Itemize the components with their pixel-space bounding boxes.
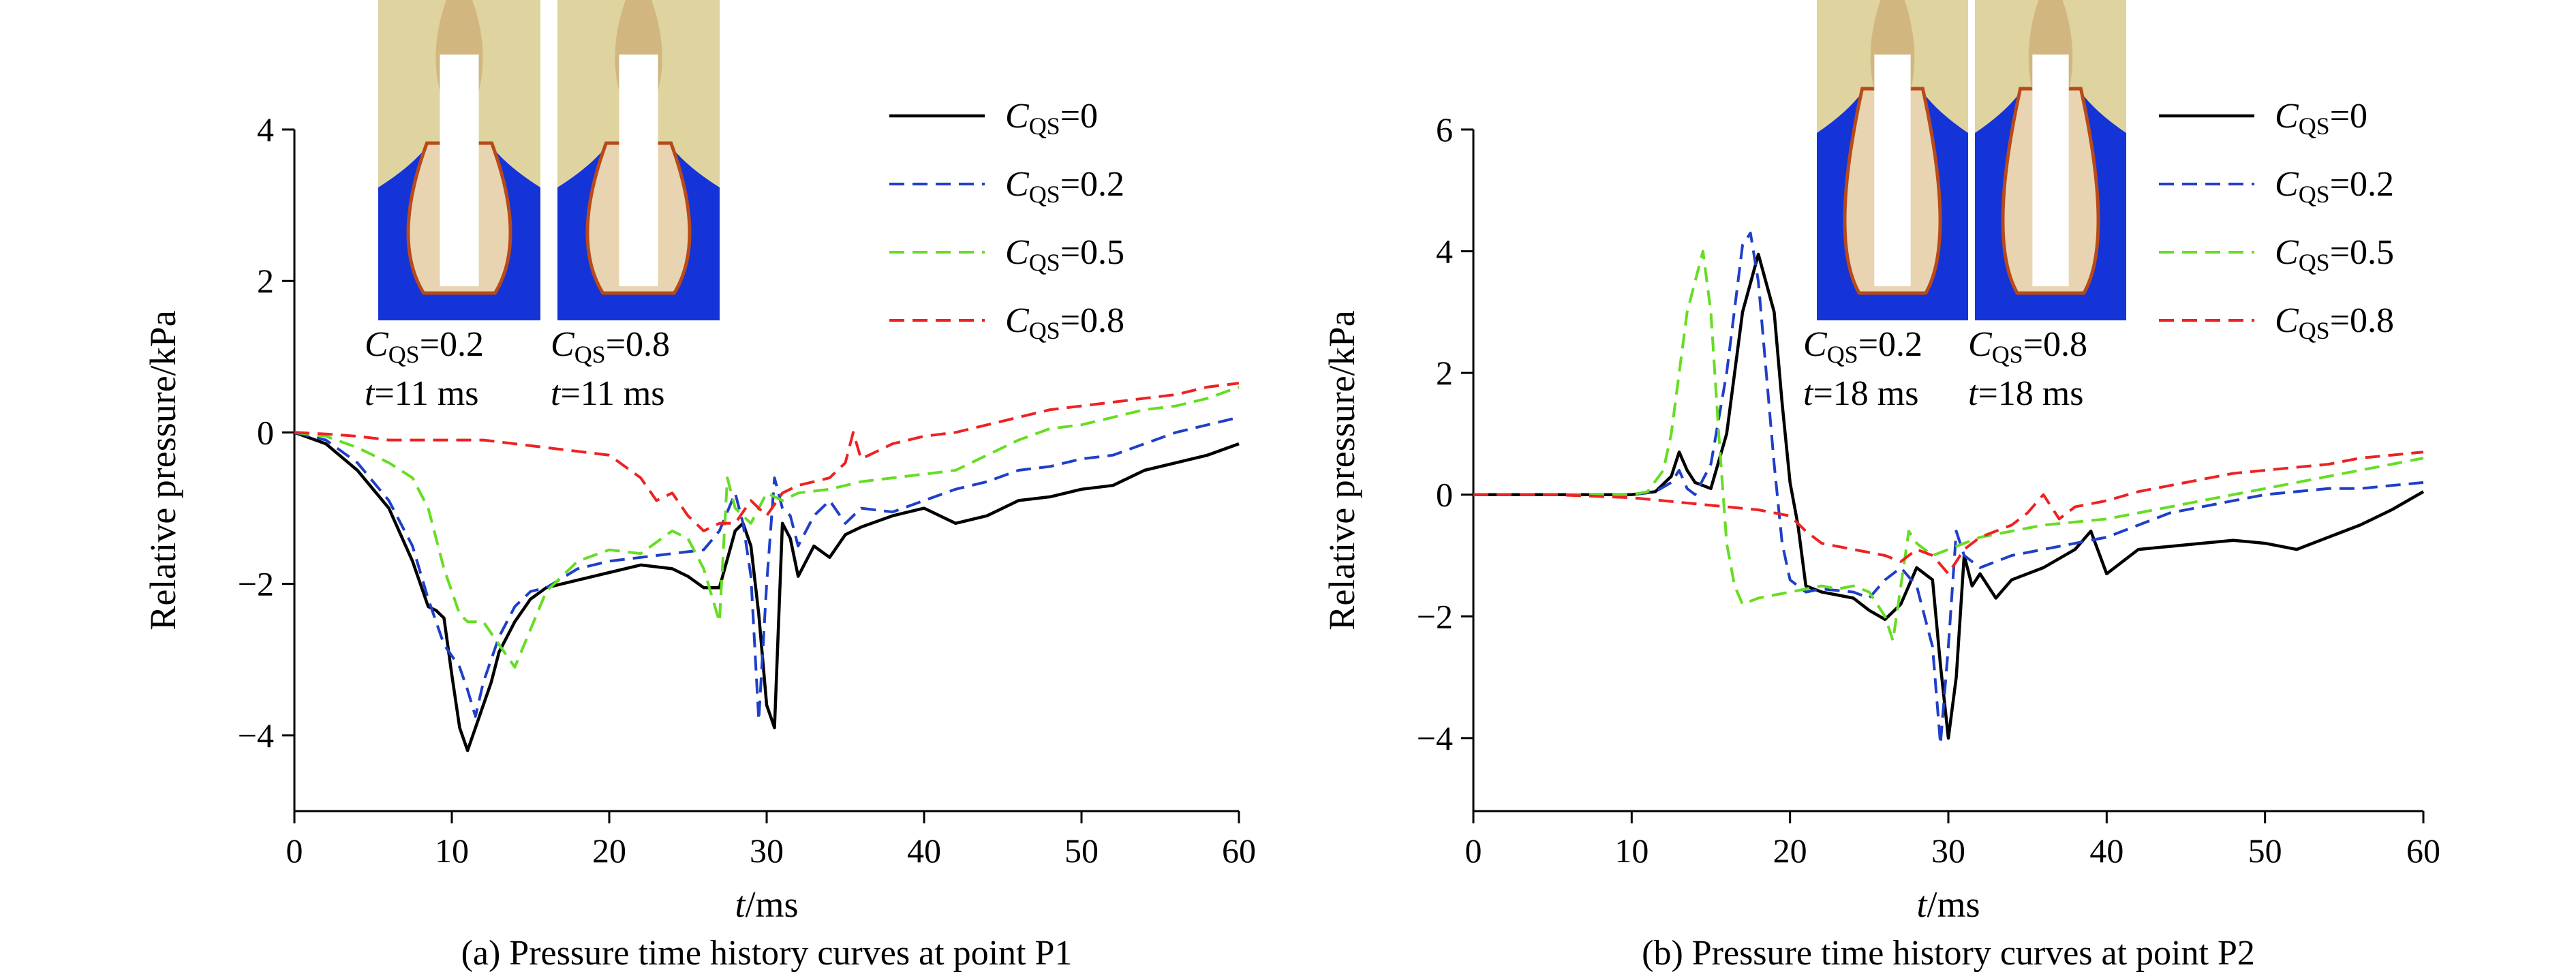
- y-tick-label: −4: [238, 716, 274, 755]
- x-tick-label: 0: [286, 832, 303, 870]
- y-axis-title: Relative pressure/kPa: [142, 310, 183, 630]
- x-axis-title: t/ms: [1916, 884, 1980, 925]
- y-tick-label: 6: [1436, 110, 1453, 149]
- snapshot-projectile: [1874, 55, 1911, 286]
- x-tick-label: 10: [1614, 832, 1649, 870]
- x-tick-label: 40: [2089, 832, 2123, 870]
- y-tick-label: 4: [1436, 232, 1453, 271]
- legend-label: CQS=0.5: [2275, 233, 2394, 276]
- snapshot-label-cqs: CQS=0.2: [365, 325, 484, 368]
- x-tick-label: 30: [750, 832, 784, 870]
- legend-label: CQS=0: [2275, 97, 2367, 140]
- y-tick-label: −2: [1417, 597, 1453, 635]
- y-tick-label: 4: [257, 110, 274, 149]
- snapshot-image: [1975, 0, 2126, 320]
- legend-label: CQS=0.2: [1005, 165, 1124, 208]
- legend-label: CQS=0.8: [1005, 301, 1124, 344]
- snapshot-label-time: t=11 ms: [551, 374, 665, 413]
- series-line-0: [294, 431, 1240, 752]
- snapshot-image: [378, 0, 540, 320]
- x-tick-label: 50: [2248, 832, 2282, 870]
- x-tick-label: 40: [907, 832, 941, 870]
- legend-label: CQS=0.5: [1005, 233, 1124, 276]
- x-tick-label: 60: [1222, 832, 1256, 870]
- snapshot-image: [1817, 0, 1968, 320]
- x-axis-title: t/ms: [735, 884, 798, 925]
- snapshot-label-time: t=18 ms: [1803, 374, 1918, 413]
- series-line-2: [294, 385, 1240, 669]
- x-tick-label: 60: [2406, 832, 2440, 870]
- y-tick-label: −2: [238, 565, 274, 603]
- snapshot-projectile: [440, 55, 479, 286]
- series-line-3: [294, 382, 1240, 532]
- legend-label: CQS=0: [1005, 97, 1098, 140]
- y-axis-title: Relative pressure/kPa: [1321, 310, 1362, 630]
- snapshot-projectile: [2032, 55, 2069, 286]
- series-line-0: [1473, 252, 2425, 740]
- chart-panel-a: 0 10 20 30 40 50 60 −4 −2 0 2 4 t/ms Relative pressur…: [142, 0, 1256, 973]
- y-tick-label: 2: [1436, 354, 1453, 392]
- series-line-2: [1473, 249, 2424, 642]
- figure-caption: (a) Pressure time history curves at poin…: [461, 934, 1073, 973]
- snapshot-label-time: t=18 ms: [1968, 374, 2083, 413]
- snapshot-image: [557, 0, 720, 320]
- snapshot-label-cqs: CQS=0.2: [1803, 325, 1922, 368]
- figure-caption: (b) Pressure time history curves at poin…: [1642, 934, 2255, 973]
- y-tick-label: 0: [257, 413, 274, 451]
- x-tick-label: 0: [1465, 832, 1482, 870]
- series-line-1: [294, 416, 1240, 722]
- series-line-3: [1473, 451, 2424, 575]
- x-tick-label: 30: [1931, 832, 1965, 870]
- y-tick-label: 2: [257, 262, 274, 300]
- snapshot-label-cqs: CQS=0.8: [551, 325, 670, 368]
- x-tick-label: 10: [435, 832, 469, 870]
- legend-label: CQS=0.2: [2275, 165, 2394, 208]
- chart-panel-b: 0 10 20 30 40 50 60 −4 −2 0 2 4 6 t/ms Relative pressu…: [1321, 0, 2440, 973]
- y-tick-label: −4: [1417, 719, 1453, 757]
- legend-label: CQS=0.8: [2275, 301, 2394, 344]
- y-tick-label: 0: [1436, 476, 1453, 514]
- snapshot-projectile: [619, 55, 658, 286]
- x-tick-label: 20: [592, 832, 626, 870]
- snapshot-label-cqs: CQS=0.8: [1968, 325, 2087, 368]
- x-tick-label: 50: [1064, 832, 1099, 870]
- series-line-1: [1473, 231, 2424, 746]
- snapshot-label-time: t=11 ms: [365, 374, 479, 413]
- x-tick-label: 20: [1773, 832, 1807, 870]
